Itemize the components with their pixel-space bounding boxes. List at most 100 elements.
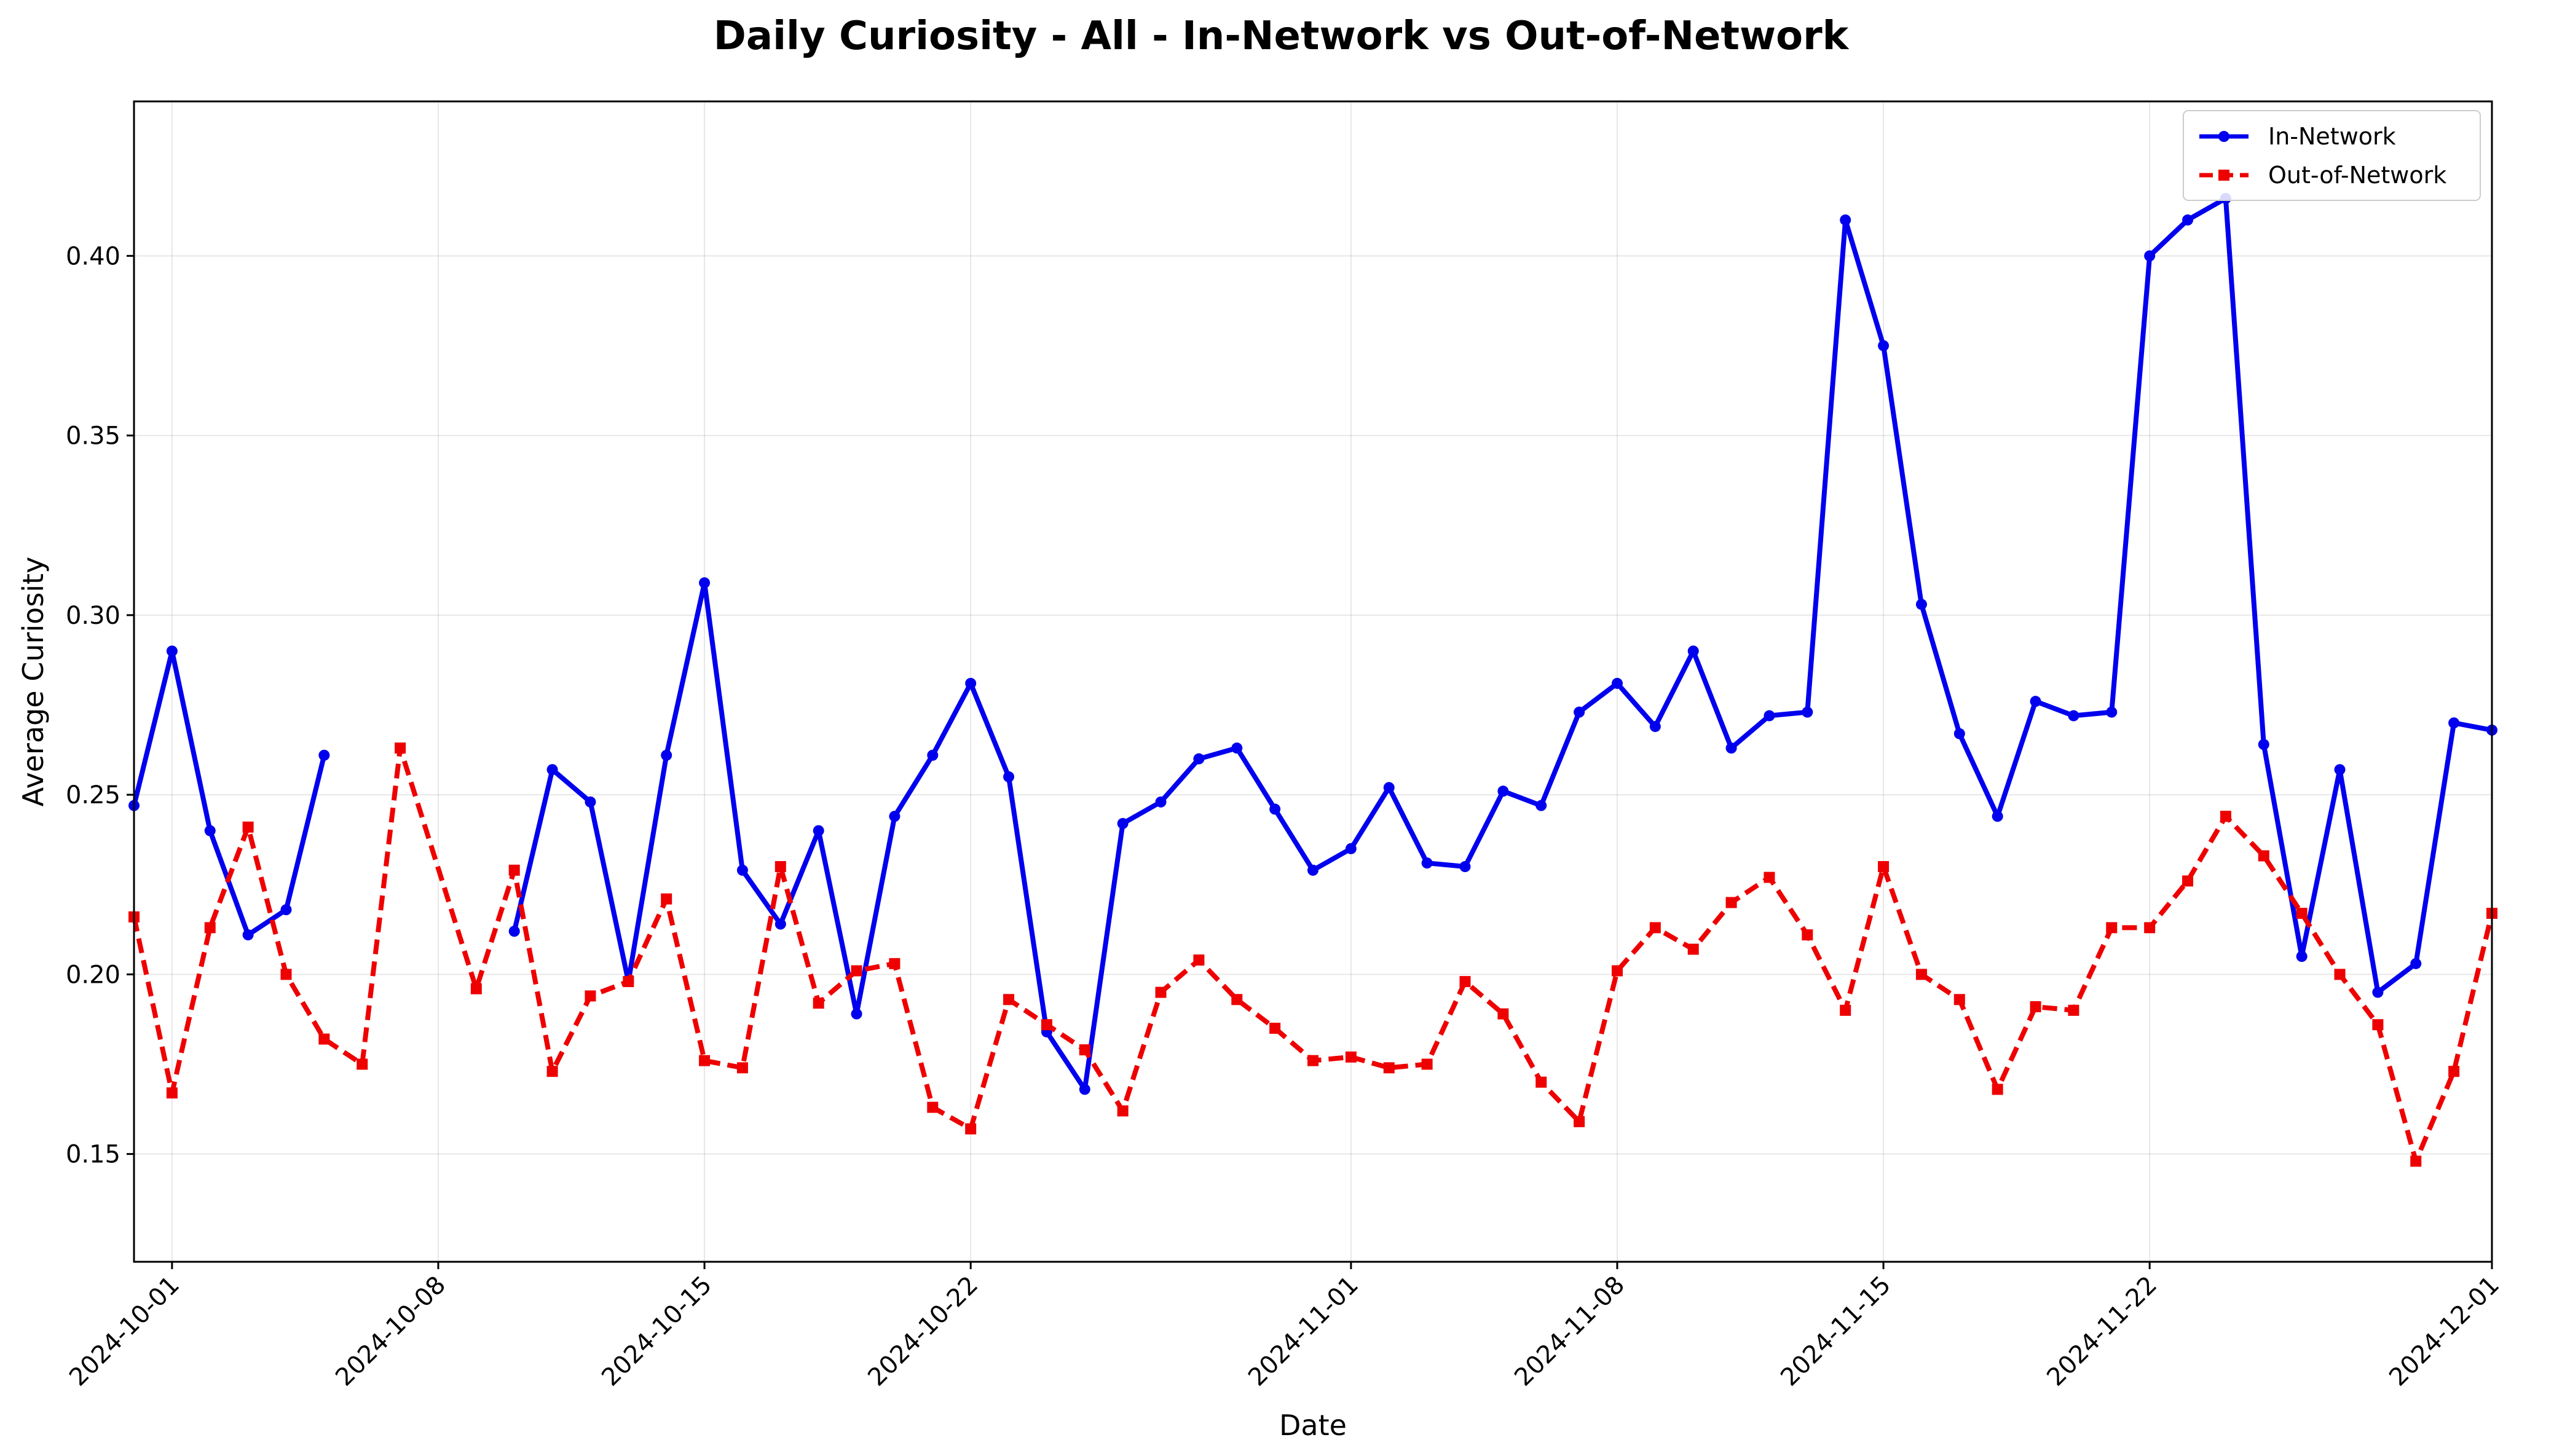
series-group xyxy=(128,192,2497,1167)
data-point xyxy=(1307,864,1318,876)
data-point xyxy=(585,990,596,1002)
data-point xyxy=(2258,739,2269,750)
data-point xyxy=(2068,710,2079,722)
data-point xyxy=(1535,1076,1547,1088)
data-point xyxy=(2448,717,2460,729)
data-point xyxy=(1459,861,1471,873)
data-point xyxy=(585,796,596,808)
data-point xyxy=(1155,986,1167,998)
y-tick-label: 0.20 xyxy=(66,961,120,989)
legend-label-out-of-network: Out-of-Network xyxy=(2268,162,2446,189)
legend-label-in-network: In-Network xyxy=(2268,123,2396,150)
data-point xyxy=(546,764,558,776)
data-point xyxy=(965,677,977,689)
data-point xyxy=(699,1055,711,1066)
data-point xyxy=(357,1058,368,1070)
data-point xyxy=(280,969,292,980)
y-tick-label: 0.35 xyxy=(66,422,120,451)
data-point xyxy=(1802,706,1813,718)
data-point xyxy=(1421,857,1433,869)
data-point xyxy=(204,922,216,934)
data-point xyxy=(1992,1084,2003,1095)
data-point xyxy=(775,861,786,873)
data-point xyxy=(1915,599,1927,610)
data-point xyxy=(1383,1062,1395,1074)
data-point xyxy=(1878,340,1890,352)
data-point xyxy=(2296,908,2308,919)
data-point xyxy=(166,1087,178,1099)
data-point xyxy=(1345,843,1357,854)
data-point xyxy=(1041,1019,1052,1031)
data-point xyxy=(1307,1055,1318,1066)
data-point xyxy=(2334,764,2346,776)
data-point xyxy=(1231,994,1243,1005)
data-point xyxy=(546,1066,558,1077)
data-point xyxy=(1459,976,1471,988)
data-point xyxy=(1725,742,1737,754)
data-point xyxy=(1193,954,1205,966)
data-point xyxy=(1269,1023,1281,1034)
data-point xyxy=(965,1123,977,1135)
grid-lines xyxy=(134,101,2493,1262)
data-point xyxy=(1764,710,1775,722)
data-point xyxy=(1840,1004,1851,1016)
data-point xyxy=(2220,811,2231,822)
data-point xyxy=(1497,785,1509,797)
data-point xyxy=(508,926,520,937)
data-point xyxy=(1687,943,1699,955)
data-point xyxy=(2258,850,2269,862)
data-point xyxy=(851,1008,862,1020)
legend: In-Network Out-of-Network xyxy=(2183,110,2481,201)
data-point xyxy=(1687,645,1699,657)
plot-frame xyxy=(133,100,2493,1263)
data-point xyxy=(736,864,748,876)
data-point xyxy=(1497,1008,1509,1020)
data-point xyxy=(623,976,634,988)
y-tick-label: 0.40 xyxy=(66,242,120,270)
data-point xyxy=(851,965,862,977)
data-point xyxy=(2182,214,2194,226)
data-point xyxy=(2410,1155,2422,1167)
data-point xyxy=(1764,872,1775,883)
data-point xyxy=(1953,728,1965,739)
legend-box xyxy=(2183,110,2481,201)
y-axis-label: Average Curiosity xyxy=(17,557,50,807)
data-point xyxy=(2182,875,2194,887)
series-out-of-network xyxy=(128,742,2497,1167)
data-point xyxy=(1345,1051,1357,1063)
data-point xyxy=(1117,817,1129,829)
data-point xyxy=(1915,969,1927,980)
data-point xyxy=(1003,771,1015,782)
data-point xyxy=(1611,965,1623,977)
data-point xyxy=(1802,929,1813,941)
data-point xyxy=(1421,1058,1433,1070)
data-point xyxy=(1574,706,1585,718)
data-point xyxy=(470,983,482,994)
data-point xyxy=(1079,1084,1090,1095)
data-point xyxy=(889,958,901,969)
data-point xyxy=(1117,1105,1129,1117)
data-point xyxy=(1953,994,1965,1005)
series-line xyxy=(132,746,2494,1164)
data-point xyxy=(242,821,254,833)
x-axis-label: Date xyxy=(1279,1409,1347,1442)
data-point xyxy=(813,825,824,836)
data-point xyxy=(242,929,254,941)
data-point xyxy=(1992,811,2003,822)
data-point xyxy=(204,825,216,836)
data-point xyxy=(1878,861,1890,873)
data-point xyxy=(775,918,786,930)
data-point xyxy=(699,577,711,589)
data-point xyxy=(2372,1019,2384,1031)
data-point xyxy=(1155,796,1167,808)
legend-marker-out-of-network xyxy=(2218,170,2229,181)
data-point xyxy=(661,893,672,905)
y-tick-label: 0.30 xyxy=(66,602,120,630)
data-point xyxy=(2296,951,2308,962)
data-point xyxy=(2030,696,2041,707)
data-point xyxy=(661,749,672,761)
data-point xyxy=(2410,958,2422,969)
data-point xyxy=(1193,753,1205,765)
